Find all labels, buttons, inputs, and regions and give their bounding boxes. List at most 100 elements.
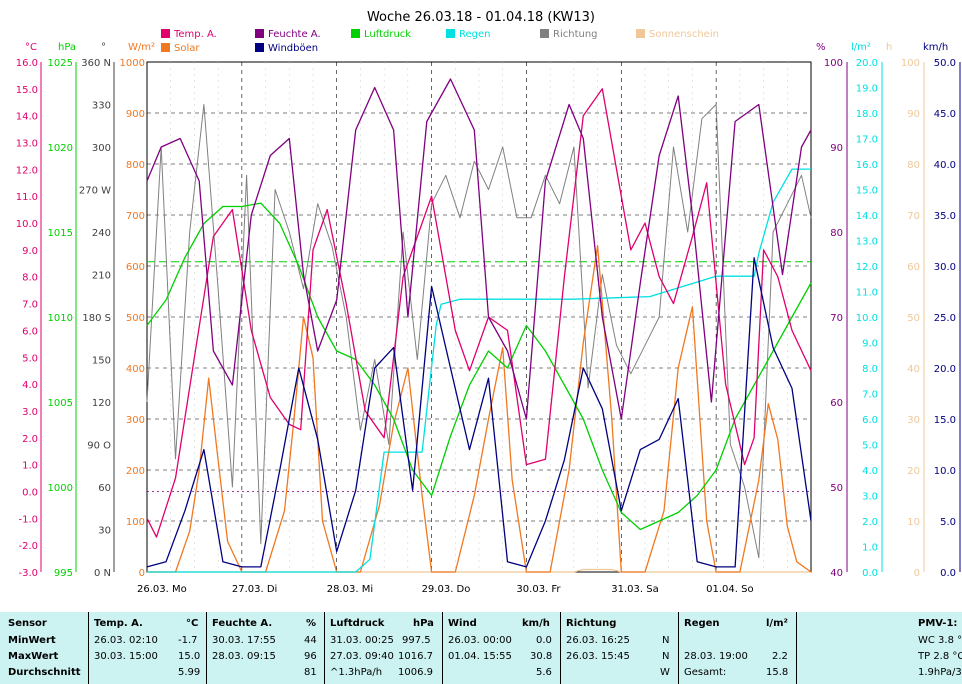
tick-label-regen: 18.0 [856, 109, 878, 120]
tick-label-feuchte: 100 [824, 58, 843, 69]
tick-label-regen: 13.0 [856, 237, 878, 248]
tick-label-temp: 2.0 [22, 434, 38, 445]
header-feuchte: Feuchte A. [212, 618, 273, 629]
header-pmv: PMV-1: [918, 618, 958, 629]
tick-label-druck: 1000 [48, 483, 73, 494]
richtung-min-time: 26.03. 16:25 [566, 635, 630, 646]
tick-label-wind: 5.0 [940, 517, 956, 528]
regen-max-value: 2.2 [772, 651, 788, 662]
tick-label-feuchte: 60 [830, 398, 843, 409]
axis-unit-richtung: ° [101, 42, 106, 53]
legend-swatch-regen [446, 29, 455, 38]
legend-swatch-temp [161, 29, 170, 38]
legend-swatch-wind [255, 43, 264, 52]
druck-trend: ^1.3hPa/h [330, 667, 383, 678]
header-regen-unit: l/m² [766, 618, 788, 629]
tick-label-solar: 700 [126, 211, 145, 222]
tick-label-richtung: 90 O [87, 441, 111, 452]
tick-label-regen: 2.0 [862, 517, 878, 528]
tick-label-wind: 25.0 [934, 313, 956, 324]
legend-swatch-solar [161, 43, 170, 52]
tick-label-druck: 1025 [48, 58, 73, 69]
tick-label-sonne: 100 [901, 58, 920, 69]
tick-label-regen: 20.0 [856, 58, 878, 69]
tick-label-richtung: 180 S [82, 313, 111, 324]
tick-label-temp: -1.0 [18, 514, 38, 525]
header-regen: Regen [684, 618, 720, 629]
header-druck: Luftdruck [330, 618, 385, 629]
tick-label-temp: 9.0 [22, 246, 38, 257]
legend-label-wind: Windböen [268, 43, 318, 54]
series-line-temp [146, 88, 812, 538]
tick-label-solar: 0 [139, 568, 145, 579]
divider [88, 612, 89, 684]
tick-label-wind: 45.0 [934, 109, 956, 120]
series-line-richtung [146, 104, 812, 559]
series-line-regen [147, 168, 811, 573]
legend-swatch-druck [351, 29, 360, 38]
tick-label-sonne: 90 [907, 109, 920, 120]
tick-label-regen: 14.0 [856, 211, 878, 222]
tick-label-richtung: 30 [98, 526, 111, 537]
tick-label-wind: 0.0 [940, 568, 956, 579]
divider [206, 612, 207, 684]
feuchte-max-time: 28.03. 09:15 [212, 651, 276, 662]
header-sensor: Sensor [8, 618, 47, 629]
row-label: Durchschnitt [8, 667, 81, 678]
series-line-wind [146, 257, 812, 568]
tick-label-druck: 1010 [48, 313, 73, 324]
legend-swatch-richtung [540, 29, 549, 38]
header-wind: Wind [448, 618, 477, 629]
temp-avg-value: 5.99 [178, 667, 201, 678]
tick-label-wind: 35.0 [934, 211, 956, 222]
tick-label-solar: 600 [126, 262, 145, 273]
tick-label-wind: 50.0 [934, 58, 956, 69]
weather-chart: Woche 26.03.18 - 01.04.18 (KW13) Temp. A… [16, 10, 961, 595]
axes: -3.0 -2.0 -1.0 0.0 1.0 2.0 3.0 4.0 5.0 6.0 7.0 8.0 9… [16, 42, 961, 579]
header-feuchte-unit: % [306, 618, 317, 629]
x-tick-label: 27.03. Di [232, 584, 277, 595]
row-label: MaxWert [8, 651, 59, 662]
series [146, 78, 812, 573]
x-tick-label: 28.03. Mi [327, 584, 373, 595]
series-line-sonne [147, 568, 811, 573]
stats-table: Sensor Temp. A. °C Feuchte A. % Luftdruc… [0, 612, 962, 684]
wind-max-time: 01.04. 15:55 [448, 651, 512, 662]
tick-label-richtung: 300 [92, 143, 111, 154]
temp-max-value: 15.0 [178, 651, 201, 662]
tick-label-richtung: 60 [98, 483, 111, 494]
chart-title: Woche 26.03.18 - 01.04.18 (KW13) [367, 10, 595, 25]
tick-label-druck: 1005 [48, 398, 73, 409]
axis-unit-feuchte: % [816, 42, 826, 53]
header-wind-unit: km/h [522, 618, 550, 629]
druck-avg-value: 1006.9 [398, 667, 433, 678]
tick-label-regen: 5.0 [862, 441, 878, 452]
tick-label-temp: 5.0 [22, 353, 38, 364]
tick-label-feuchte: 80 [830, 228, 843, 239]
tick-label-temp: 12.0 [16, 165, 38, 176]
wind-min-time: 26.03. 00:00 [448, 635, 512, 646]
tick-label-regen: 10.0 [856, 313, 878, 324]
druck-min-time: 31.03. 00:25 [330, 635, 394, 646]
tick-label-sonne: 70 [907, 211, 920, 222]
tick-label-wind: 40.0 [934, 160, 956, 171]
legend-label-druck: Luftdruck [364, 29, 411, 40]
x-tick-label: 29.03. Do [422, 584, 471, 595]
tick-label-sonne: 0 [914, 568, 920, 579]
series-line-feuchte [146, 78, 812, 420]
tick-label-sonne: 20 [907, 466, 920, 477]
tick-label-richtung: 210 [92, 271, 111, 282]
tick-label-wind: 30.0 [934, 262, 956, 273]
tick-label-temp: 11.0 [16, 192, 38, 203]
legend-swatch-feuchte [255, 29, 264, 38]
tick-label-solar: 400 [126, 364, 145, 375]
legend-label-temp: Temp. A. [173, 29, 217, 40]
regen-max-time: 28.03. 19:00 [684, 651, 748, 662]
tick-label-druck: 1015 [48, 228, 73, 239]
regen-total-value: 15.8 [766, 667, 789, 678]
divider [560, 612, 561, 684]
tick-label-regen: 0.0 [862, 568, 878, 579]
richtung-max-time: 26.03. 15:45 [566, 651, 630, 662]
axis-unit-temp: °C [25, 42, 37, 53]
tick-label-temp: 1.0 [22, 461, 38, 472]
